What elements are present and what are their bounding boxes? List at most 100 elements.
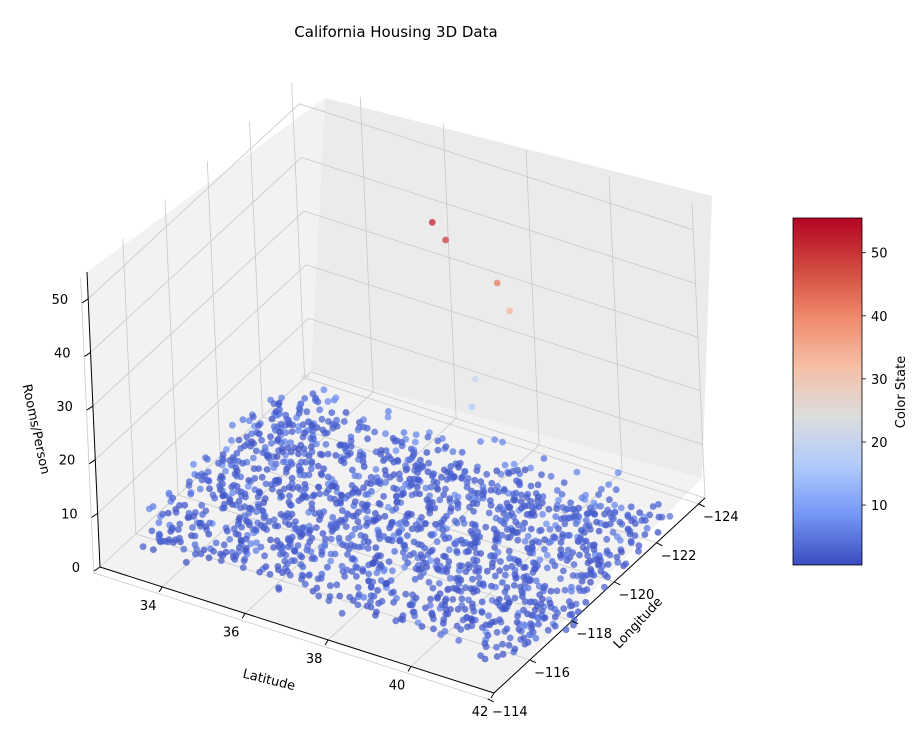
scatter-point xyxy=(485,612,492,619)
scatter-point xyxy=(423,496,431,503)
scatter-point xyxy=(374,587,381,594)
scatter-point xyxy=(524,638,532,646)
scatter-point xyxy=(441,627,449,635)
scatter-point xyxy=(586,557,594,565)
scatter-point xyxy=(380,457,387,464)
scatter-point xyxy=(400,429,408,436)
scatter-point xyxy=(253,429,261,436)
scatter-point xyxy=(521,519,528,527)
scatter-point xyxy=(429,584,437,592)
scatter-point xyxy=(375,529,383,536)
scatter-point xyxy=(564,515,572,522)
scatter-point xyxy=(278,445,286,453)
grid-line-z-right xyxy=(310,371,706,499)
scatter-point xyxy=(470,556,477,564)
scatter-point xyxy=(327,535,335,543)
scatter-point xyxy=(488,479,496,487)
scatter-point xyxy=(442,595,450,603)
grid-line-lon-wall xyxy=(206,160,221,456)
scatter-point xyxy=(317,575,325,582)
grid-line-lon-floor xyxy=(93,572,488,700)
scatter-point xyxy=(283,567,291,575)
scatter-point xyxy=(453,622,461,630)
scatter-point xyxy=(566,598,573,605)
scatter-point xyxy=(232,552,240,560)
y-tick-mark xyxy=(656,542,663,547)
scatter-point xyxy=(349,466,356,474)
scatter-point xyxy=(255,488,263,496)
scatter-point xyxy=(449,584,457,592)
scatter-point xyxy=(239,459,247,467)
scatter-point xyxy=(520,606,527,614)
scatter-point xyxy=(285,521,293,528)
scatter-point xyxy=(611,501,618,509)
scatter-point xyxy=(243,518,251,525)
x-tick-label: 40 xyxy=(389,678,406,693)
scatter-point xyxy=(242,535,250,543)
scatter-point xyxy=(176,520,184,528)
scatter-point xyxy=(553,587,561,595)
scatter-point xyxy=(527,464,534,472)
scatter-point xyxy=(442,485,449,493)
scatter-point xyxy=(284,444,292,452)
x-axis-label: Latitude xyxy=(241,667,297,695)
scatter-point xyxy=(519,589,526,597)
scatter-point xyxy=(446,495,454,503)
pane-back-left xyxy=(87,98,325,567)
scatter-point xyxy=(534,493,542,501)
scatter-point xyxy=(428,546,436,554)
scatter-point xyxy=(604,561,612,568)
scatter-point xyxy=(557,551,564,559)
scatter-point xyxy=(318,548,326,555)
scatter-point xyxy=(506,307,514,315)
scatter-point xyxy=(267,536,274,544)
scatter-point xyxy=(418,623,426,630)
grid-line-lon-wall xyxy=(122,238,137,534)
scatter-point xyxy=(172,536,179,544)
scatter-point xyxy=(471,375,479,383)
scatter-point xyxy=(349,512,357,520)
grid-line-lat-floor xyxy=(327,444,540,641)
scatter-point xyxy=(432,520,439,528)
scatter-point xyxy=(532,634,540,642)
scatter-point xyxy=(229,421,236,429)
scatter-point xyxy=(243,433,251,441)
x-tick-label: 42 xyxy=(472,705,489,720)
scatter-point xyxy=(517,491,525,499)
scatter-point xyxy=(326,582,334,590)
scatter-point xyxy=(597,502,604,510)
scatter-point xyxy=(198,501,206,509)
scatter-point xyxy=(488,582,495,590)
scatter-point xyxy=(617,504,625,512)
scatter-point xyxy=(192,550,199,558)
scatter-point xyxy=(305,471,313,479)
y-tick-label: −118 xyxy=(576,627,612,642)
scatter-point xyxy=(318,415,326,423)
scatter-point xyxy=(440,532,447,540)
scatter-point xyxy=(316,406,324,414)
scatter-point xyxy=(468,615,475,623)
scatter-point xyxy=(570,621,577,629)
scatter-point xyxy=(465,561,472,568)
scatter-point xyxy=(382,447,390,454)
scatter-point xyxy=(541,545,548,553)
scatter-point xyxy=(614,558,622,566)
scatter-point xyxy=(560,567,567,575)
scatter-point xyxy=(275,399,283,407)
scatter-point xyxy=(325,418,332,425)
scatter-point xyxy=(583,510,591,518)
scatter-point xyxy=(541,582,549,590)
scatter-point xyxy=(584,552,591,560)
scatter-point xyxy=(493,653,501,660)
scatter-point xyxy=(237,488,245,496)
scatter-point xyxy=(209,491,217,499)
scatter-point xyxy=(319,426,327,434)
scatter-point xyxy=(477,438,484,445)
scatter-point xyxy=(427,531,435,538)
scatter-point xyxy=(559,531,566,538)
scatter-point xyxy=(528,611,535,619)
scatter-point xyxy=(489,559,496,567)
scatter-point xyxy=(431,504,439,512)
scatter-point xyxy=(595,527,603,535)
scatter-point xyxy=(444,585,452,593)
